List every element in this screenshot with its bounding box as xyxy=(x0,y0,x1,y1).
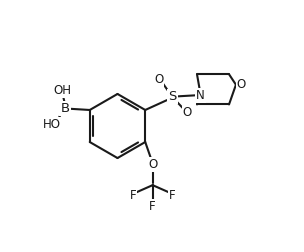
Text: N: N xyxy=(196,89,205,102)
Text: HO: HO xyxy=(43,118,60,131)
Text: F: F xyxy=(130,188,136,202)
Text: O: O xyxy=(237,78,246,91)
Text: OH: OH xyxy=(54,84,72,97)
Text: S: S xyxy=(168,90,177,103)
Text: O: O xyxy=(154,73,164,86)
Text: B: B xyxy=(60,102,70,115)
Text: F: F xyxy=(149,200,156,213)
Text: O: O xyxy=(182,106,192,119)
Text: F: F xyxy=(169,188,176,202)
Text: O: O xyxy=(148,158,157,171)
